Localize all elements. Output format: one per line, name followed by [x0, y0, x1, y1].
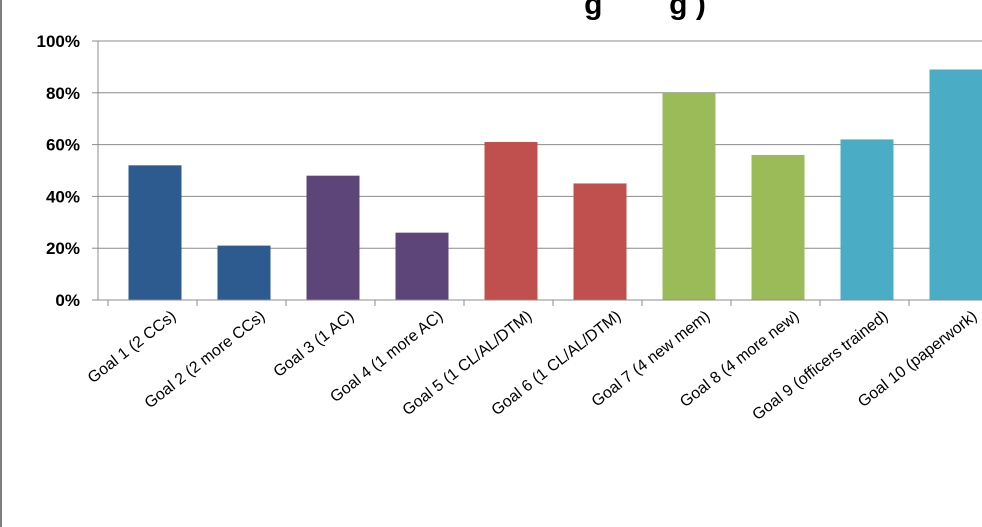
bar [128, 165, 182, 300]
y-tick-label: 40% [46, 187, 80, 206]
bar [573, 183, 627, 300]
y-tick-label: 80% [46, 84, 80, 103]
y-tick-label: 60% [46, 136, 80, 155]
bar [662, 92, 716, 300]
bar [484, 142, 538, 300]
x-category-label: Goal 1 (2 CCs) [85, 308, 180, 387]
x-category-label: Goal 3 (1 AC) [271, 308, 358, 381]
gridlines [98, 40, 982, 249]
y-tick-label: 0% [55, 291, 80, 310]
y-tick-label: 20% [46, 239, 80, 258]
x-category-labels: Goal 1 (2 CCs)Goal 2 (2 more CCs) Goal 3 … [85, 308, 981, 424]
bar [929, 69, 982, 301]
y-tick-labels: 0% 20% 40% 60% 80% 100% [37, 32, 80, 310]
axes [92, 40, 982, 306]
bar [306, 175, 360, 300]
bar [395, 232, 449, 300]
bar [751, 154, 805, 300]
chart-title: g g ) [584, 0, 706, 21]
y-tick-label: 100% [37, 32, 80, 51]
bar [217, 245, 271, 300]
bars [128, 69, 982, 301]
bar [840, 139, 894, 300]
